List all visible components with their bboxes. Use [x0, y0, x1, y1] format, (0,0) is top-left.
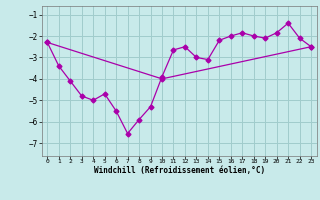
X-axis label: Windchill (Refroidissement éolien,°C): Windchill (Refroidissement éolien,°C)	[94, 166, 265, 175]
